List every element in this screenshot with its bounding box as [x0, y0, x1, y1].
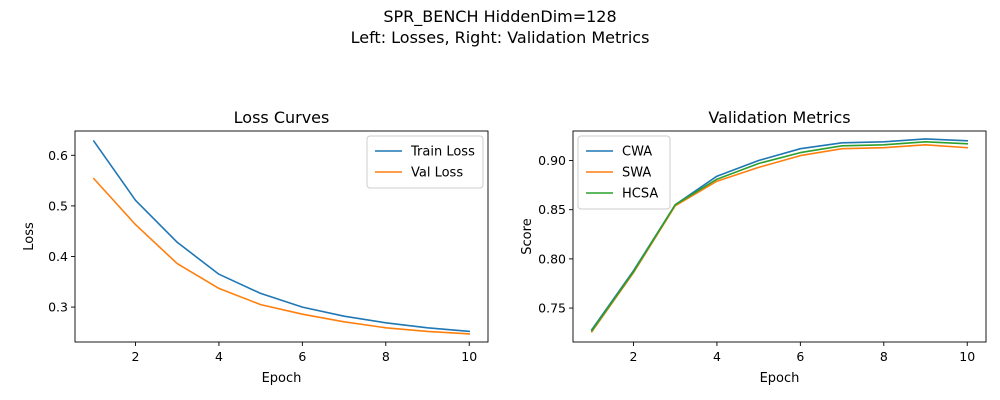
loss-axes-frame — [74, 130, 489, 343]
metrics-x-tick-label: 4 — [713, 349, 721, 364]
loss-curves-chart: Loss Curves 2 4 6 8 10 0.3 0.4 0.5 0.6 Epoch Loss Tr… — [22, 108, 489, 386]
metrics-chart-title: Validation Metrics — [708, 108, 850, 127]
figure-title: SPR_BENCH HiddenDim=128 — [383, 7, 616, 27]
metrics-y-tick-label: 0.90 — [538, 153, 566, 168]
loss-legend-label: Val Loss — [411, 166, 463, 181]
metrics-x-tick-label: 2 — [630, 349, 638, 364]
loss-legend-box — [366, 135, 484, 189]
loss-legend-label: Train Loss — [410, 145, 475, 160]
loss-series-val-loss-line — [92, 177, 471, 335]
loss-x-tick-label: 6 — [298, 349, 306, 364]
metrics-x-tick-label: 8 — [880, 349, 888, 364]
loss-series-train-loss-line — [92, 139, 471, 333]
loss-x-tick-label: 2 — [132, 349, 140, 364]
metrics-y-tick-label: 0.80 — [538, 251, 566, 266]
loss-legend: Train Loss Val Loss — [366, 135, 484, 189]
loss-y-tick-label: 0.5 — [48, 198, 68, 213]
loss-y-tick-label: 0.3 — [48, 300, 68, 315]
metrics-axes-frame — [572, 130, 987, 343]
loss-y-tick-label: 0.4 — [48, 249, 68, 264]
metrics-legend: CWA SWA HCSA — [577, 135, 671, 210]
validation-metrics-chart: Validation Metrics 2 4 6 8 10 0.75 0.80 0.85 0.90… — [520, 108, 987, 386]
loss-chart-title: Loss Curves — [234, 108, 330, 127]
metrics-legend-label: HCSA — [622, 187, 658, 202]
loss-y-tick-label: 0.6 — [48, 148, 68, 163]
metrics-y-axis-label: Score — [520, 218, 535, 254]
figure-subtitle: Left: Losses, Right: Validation Metrics — [351, 28, 650, 47]
metrics-legend-box — [577, 135, 671, 210]
loss-x-tick-label: 10 — [461, 349, 477, 364]
metrics-x-axis-label: Epoch — [760, 371, 800, 386]
metrics-y-tick-label: 0.75 — [538, 301, 566, 316]
loss-x-axis-label: Epoch — [262, 371, 302, 386]
metrics-x-tick-label: 6 — [796, 349, 804, 364]
loss-x-tick-label: 8 — [382, 349, 390, 364]
metrics-legend-label: SWA — [622, 166, 651, 181]
metrics-legend-label: CWA — [622, 145, 652, 160]
metrics-series-hcsa-line — [590, 141, 969, 332]
metrics-y-tick-label: 0.85 — [538, 202, 566, 217]
metrics-x-tick-label: 10 — [959, 349, 975, 364]
loss-y-axis-label: Loss — [22, 222, 37, 251]
loss-x-tick-label: 4 — [215, 349, 223, 364]
